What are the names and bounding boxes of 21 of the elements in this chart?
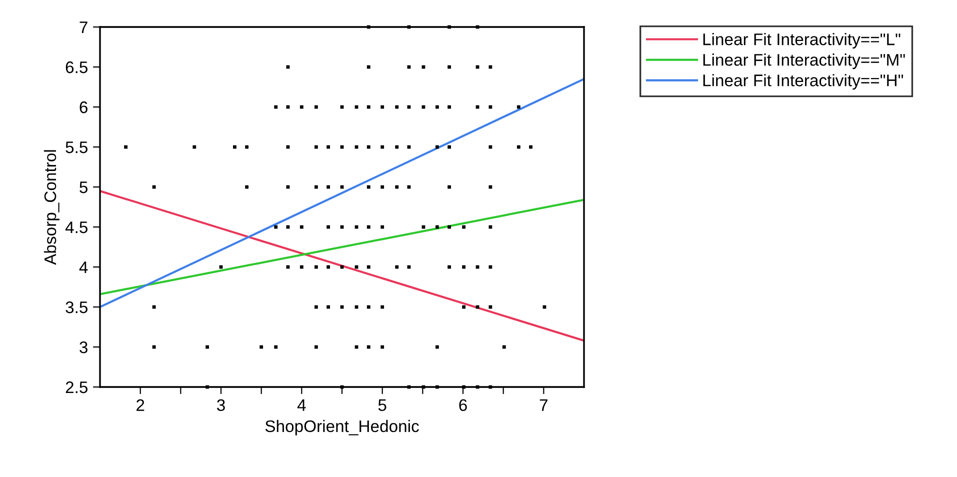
legend-label: Linear Fit Interactivity=="H" [703,74,904,90]
y-tick-label: 4 [79,262,88,274]
y-tick-label: 3.5 [66,301,88,314]
y-axis-title: Absorp_Control [44,150,60,265]
y-tick-label: 6.5 [66,61,88,74]
y-tick-label: 4.5 [65,222,88,234]
x-tick-label: 6 [459,399,467,412]
x-tick-label: 3 [217,399,225,412]
legend-label: Linear Fit Interactivity=="M" [703,54,905,70]
legend-label: Linear Fit Interactivity=="L" [703,33,900,49]
x-tick-label: 5 [378,399,386,412]
y-tick-label: 2.5 [66,381,88,394]
x-tick-label: 7 [540,399,548,411]
y-tick-label: 3 [80,341,88,354]
y-tick-label: 6 [80,101,88,114]
y-tick-label: 7 [80,22,88,34]
x-tick-label: 4 [297,399,306,411]
y-tick-label: 5.5 [66,142,88,154]
y-tick-label: 5 [80,182,88,194]
x-tick-label: 2 [136,399,144,411]
x-axis-title: ShopOrient_Hedonic [265,420,419,436]
